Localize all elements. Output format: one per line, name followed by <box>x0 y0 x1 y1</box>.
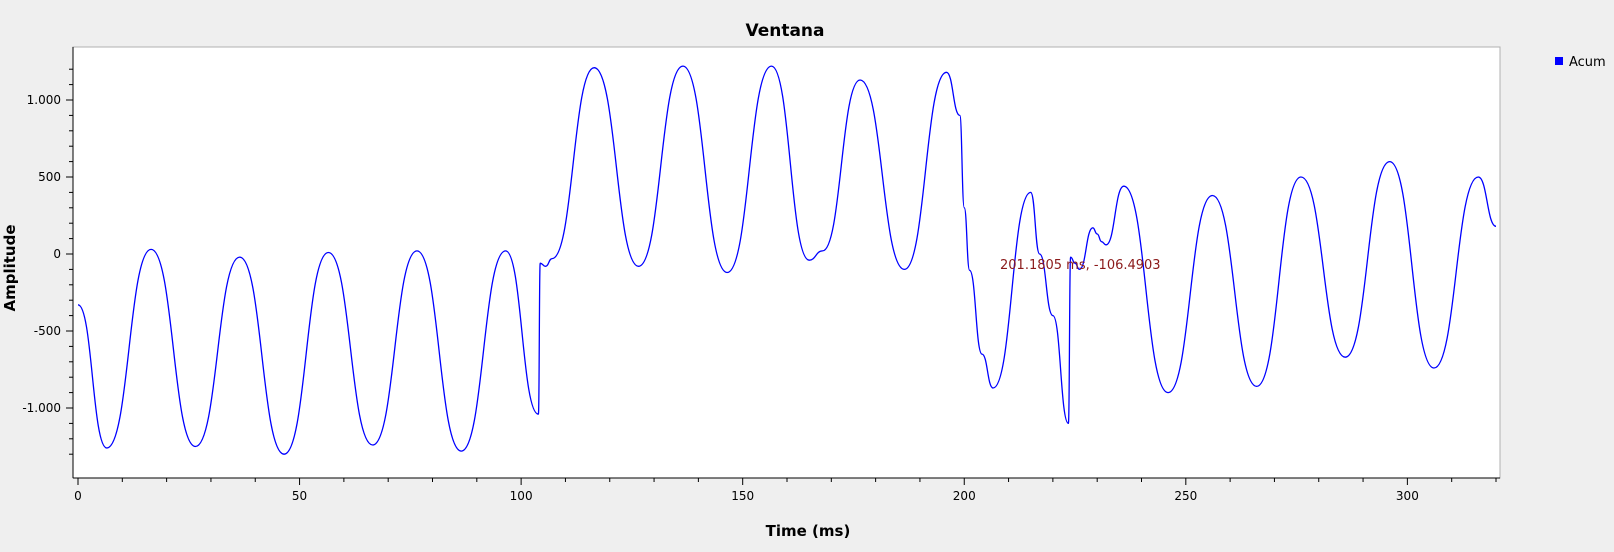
y-axis-title: Amplitude <box>1 224 19 311</box>
y-tick-label: 500 <box>38 170 61 184</box>
x-tick-label: 150 <box>731 489 754 503</box>
chart-title: Ventana <box>745 21 824 41</box>
x-tick-label: 200 <box>953 489 976 503</box>
plot-area[interactable] <box>73 47 1500 478</box>
x-tick-label: 300 <box>1396 489 1419 503</box>
legend-label: Acum <box>1569 55 1606 70</box>
y-tick-label: 0 <box>53 247 61 261</box>
y-tick-label: -500 <box>34 324 61 338</box>
y-tick-label: -1.000 <box>22 401 61 415</box>
x-tick-label: 0 <box>74 489 82 503</box>
x-tick-label: 50 <box>292 489 307 503</box>
y-axis: 1.000 500 0 -500 -1.000 <box>22 69 73 454</box>
x-axis: 0 50 100 150 200 250 300 <box>74 478 1496 503</box>
y-tick-label: 1.000 <box>27 93 61 107</box>
x-axis-title: Time (ms) <box>766 522 851 540</box>
x-tick-label: 250 <box>1174 489 1197 503</box>
marker-readout: 201.1805 ms, -106.4903 <box>1000 258 1161 273</box>
plot-canvas[interactable] <box>73 47 1500 478</box>
legend-swatch <box>1555 57 1563 65</box>
x-tick-label: 100 <box>510 489 533 503</box>
legend: Acum <box>1555 55 1606 70</box>
